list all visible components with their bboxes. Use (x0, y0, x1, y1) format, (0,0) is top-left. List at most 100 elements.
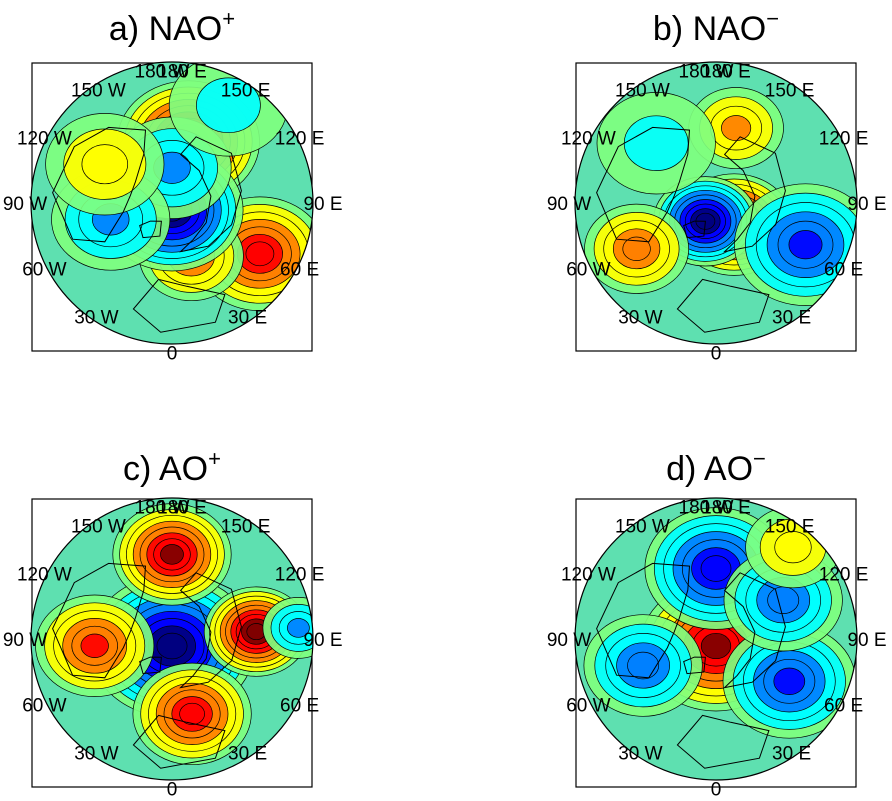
panel-d-coastline-0 (596, 562, 691, 679)
panel-b-lon-label-3: 150 E (765, 80, 815, 101)
panel-c-lon-label-6: 90 W (3, 630, 47, 651)
panel-b-lon-label-0: 180 W (679, 62, 734, 83)
panel-b-coastline-0 (596, 126, 691, 243)
panel-d-lon-label-0: 180 W (679, 498, 734, 519)
panel-c-map (31, 498, 313, 780)
panel-a-anomaly-6-contour-2 (81, 144, 129, 185)
panel-c-lon-label-1: 180 E (157, 498, 207, 519)
panel-a-lon-label-11: 30 E (228, 308, 267, 329)
panel-c-lon-label-0: 180 W (135, 498, 190, 519)
panel-b-coastline-3 (683, 220, 706, 239)
panel-b-coastline-2 (676, 278, 770, 333)
panel-b-anomaly-2-contour-5 (788, 230, 823, 260)
panel-c-lon-label-4: 120 W (17, 564, 72, 585)
panel-b-lon-label-2: 150 W (615, 80, 670, 101)
panel-c-coastline-1 (179, 572, 242, 689)
panel-d-coastline-2 (676, 714, 770, 769)
panel-c-lon-label-8: 60 W (22, 696, 66, 717)
panel-d-lon-label-6: 90 W (547, 630, 591, 651)
panel-a-lon-label-8: 60 W (22, 260, 66, 281)
panel-c-title: c) AO+ (123, 446, 221, 488)
panel-c-coastline-0 (52, 562, 147, 679)
panel-b-lon-label-12: 0 (711, 344, 722, 365)
panel-a-lon-label-1: 180 E (157, 62, 207, 83)
panel-a-lon-label-3: 150 E (221, 80, 271, 101)
panel-a-anomaly-1-contour-6 (245, 241, 275, 267)
panel-b-lon-label-10: 30 W (618, 308, 662, 329)
panel-a-lon-label-5: 120 E (275, 128, 325, 149)
panel-b-anomaly-5-contour-1 (623, 115, 689, 171)
panel-c-lon-label-7: 90 E (303, 630, 342, 651)
panel-a-coastline-2 (132, 278, 226, 333)
panel-c-anomaly-5-contour-3 (287, 618, 310, 638)
panel-d-lon-label-4: 120 W (561, 564, 616, 585)
panel-a-map (31, 62, 313, 344)
panel-b-boundary (574, 61, 858, 345)
panel-d-anomaly-4-contour-4 (627, 651, 660, 680)
panel-a-coastline-1 (179, 136, 242, 253)
panel-b-lon-label-9: 60 E (824, 260, 863, 281)
panel-a-anomaly-7-contour-1 (196, 77, 261, 134)
panel-b-coastline-1 (723, 136, 786, 253)
panel-d-anomaly-2-contour-5 (773, 667, 806, 695)
panel-a-lon-label-10: 30 W (74, 308, 118, 329)
panel-b-lon-label-6: 90 W (547, 194, 591, 215)
panel-a-lon-label-6: 90 W (3, 194, 47, 215)
panel-d-lon-label-1: 180 E (701, 498, 751, 519)
panel-c-lon-label-3: 150 E (221, 516, 271, 537)
panel-b-lon-label-8: 60 W (566, 260, 610, 281)
panel-d-map (575, 498, 857, 780)
panel-b-lon-label-4: 120 W (561, 128, 616, 149)
panel-d-anomaly-3-contour-4 (767, 586, 800, 614)
panel-d-lon-label-10: 30 W (618, 744, 662, 765)
panel-b-lon-label-11: 30 E (772, 308, 811, 329)
panel-b-map (575, 62, 857, 344)
panel-b-lon-label-1: 180 E (701, 62, 751, 83)
panel-c-coastline-2 (132, 714, 226, 769)
panel-a-boundary (30, 61, 314, 345)
panel-c-lon-label-10: 30 W (74, 744, 118, 765)
panel-d-lon-label-3: 150 E (765, 516, 815, 537)
panel-c-anomaly-4-contour-5 (80, 633, 109, 658)
panel-d-coastline-1 (723, 572, 786, 689)
panel-c-lon-label-5: 120 E (275, 564, 325, 585)
panel-c-coastline-3 (139, 656, 162, 675)
panel-a-lon-label-4: 120 W (17, 128, 72, 149)
panel-d-anomaly-5-contour-2 (774, 531, 812, 564)
panel-d-lon-label-2: 150 W (615, 516, 670, 537)
panel-c-anomaly-3-contour-6 (179, 702, 205, 725)
panel-b-anomaly-4-contour-4 (622, 236, 651, 261)
panel-a-title: a) NAO+ (109, 6, 235, 48)
panel-b-anomaly-3-contour-3 (721, 115, 752, 142)
panel-c-lon-label-11: 30 E (228, 744, 267, 765)
panel-d-lon-label-7: 90 E (847, 630, 886, 651)
panel-b-title: b) NAO− (653, 6, 779, 48)
panel-c-boundary (30, 497, 314, 781)
panel-d-lon-label-12: 0 (711, 780, 722, 801)
panel-b-lon-label-7: 90 E (847, 194, 886, 215)
panel-a-coastline-3 (139, 220, 162, 239)
panel-a-lon-label-0: 180 W (135, 62, 190, 83)
panel-d-boundary (574, 497, 858, 781)
panel-a-lon-label-7: 90 E (303, 194, 342, 215)
panel-a-lon-label-9: 60 E (280, 260, 319, 281)
panel-c-anomaly-0-contour-8 (156, 632, 188, 660)
panel-d-coastline-3 (683, 656, 706, 675)
panel-d-lon-label-5: 120 E (819, 564, 869, 585)
panel-d-anomaly-1-contour-6 (700, 555, 732, 582)
panel-c-lon-label-2: 150 W (71, 516, 126, 537)
panel-c-lon-label-12: 0 (167, 780, 178, 801)
panel-c-anomaly-1-contour-7 (160, 544, 184, 565)
panel-d-lon-label-9: 60 E (824, 696, 863, 717)
panel-d-anomaly-0-contour-7 (700, 632, 732, 660)
panel-d-lon-label-8: 60 W (566, 696, 610, 717)
